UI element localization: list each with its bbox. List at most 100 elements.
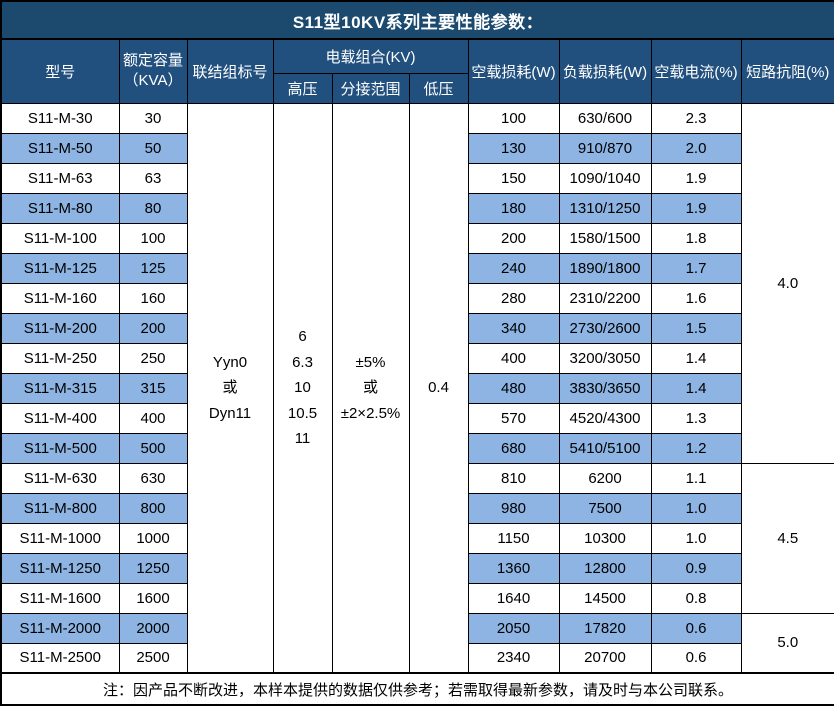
model-cell: S11-M-2000 [0, 612, 120, 644]
no-load-loss-cell: 480 [467, 372, 560, 404]
capacity-cell: 2500 [118, 642, 188, 674]
capacity-cell: 160 [118, 282, 188, 314]
no-load-current-cell: 1.1 [650, 462, 742, 494]
capacity-cell: 800 [118, 492, 188, 524]
table-row: S11-M-30 30 Yyn0 或 Dyn11 6 6.3 10 10.5 11 ±5… [0, 102, 834, 674]
connection-group-cell: Yyn0 或 Dyn11 [186, 102, 274, 674]
page-title: S11型10KV系列主要性能参数： [0, 0, 834, 40]
model-cell: S11-M-200 [0, 312, 120, 344]
load-loss-cell: 4520/4300 [558, 402, 652, 434]
model-cell: S11-M-250 [0, 342, 120, 374]
load-loss-cell: 1310/1250 [558, 192, 652, 224]
no-load-loss-cell: 240 [467, 252, 560, 284]
load-loss-cell: 630/600 [558, 102, 652, 134]
load-loss-cell: 17820 [558, 612, 652, 644]
capacity-cell: 400 [118, 402, 188, 434]
model-cell: S11-M-2500 [0, 642, 120, 674]
capacity-cell: 1600 [118, 582, 188, 614]
capacity-cell: 30 [118, 102, 188, 134]
load-loss-cell: 1890/1800 [558, 252, 652, 284]
model-cell: S11-M-63 [0, 162, 120, 194]
low-voltage-cell: 0.4 [408, 102, 469, 674]
impedance-cell: 4.0 [740, 102, 834, 464]
no-load-current-cell: 1.4 [650, 372, 742, 404]
model-cell: S11-M-400 [0, 402, 120, 434]
table-row: S11-M-1600 1600 1640 14500 0.8 [0, 582, 834, 614]
capacity-cell: 2000 [118, 612, 188, 644]
no-load-loss-cell: 2050 [467, 612, 560, 644]
model-cell: S11-M-1000 [0, 522, 120, 554]
no-load-current-cell: 0.6 [650, 612, 742, 644]
load-loss-cell: 5410/5100 [558, 432, 652, 464]
capacity-cell: 500 [118, 432, 188, 464]
load-loss-cell: 1090/1040 [558, 162, 652, 194]
table-row: S11-M-200 200 340 2730/2600 1.5 [0, 312, 834, 344]
table-row: S11-M-125 125 240 1890/1800 1.7 [0, 252, 834, 284]
table-row: S11-M-400 400 570 4520/4300 1.3 [0, 402, 834, 434]
model-cell: S11-M-315 [0, 372, 120, 404]
model-cell: S11-M-50 [0, 132, 120, 164]
model-cell: S11-M-630 [0, 462, 120, 494]
table-row: S11-M-160 160 280 2310/2200 1.6 [0, 282, 834, 314]
capacity-cell: 125 [118, 252, 188, 284]
capacity-cell: 315 [118, 372, 188, 404]
capacity-cell: 1250 [118, 552, 188, 584]
table-row: S11-M-50 50 130 910/870 2.0 [0, 132, 834, 164]
load-loss-cell: 20700 [558, 642, 652, 674]
capacity-cell: 250 [118, 342, 188, 374]
no-load-current-cell: 1.8 [650, 222, 742, 254]
no-load-loss-cell: 340 [467, 312, 560, 344]
model-cell: S11-M-125 [0, 252, 120, 284]
no-load-loss-cell: 1640 [467, 582, 560, 614]
capacity-cell: 630 [118, 462, 188, 494]
col-header-no-load-current: 空载电流(%) [650, 38, 742, 104]
table-row: S11-M-80 80 180 1310/1250 1.9 [0, 192, 834, 224]
tap-range-cell: ±5% 或 ±2×2.5% [331, 102, 410, 674]
no-load-current-cell: 1.6 [650, 282, 742, 314]
col-header-impedance: 短路抗阻(%) [740, 38, 834, 104]
no-load-current-cell: 1.3 [650, 402, 742, 434]
col-header-capacity: 额定容量 （KVA） [118, 38, 188, 104]
no-load-current-cell: 2.0 [650, 132, 742, 164]
load-loss-cell: 12800 [558, 552, 652, 584]
table-row: S11-M-100 100 200 1580/1500 1.8 [0, 222, 834, 254]
header-row-sub: 高压 分接范围 低压 [1, 72, 834, 104]
no-load-current-cell: 0.6 [650, 642, 742, 674]
load-loss-cell: 10300 [558, 522, 652, 554]
table-row: S11-M-1250 1250 1360 12800 0.9 [0, 552, 834, 584]
title-row: S11型10KV系列主要性能参数： [0, 0, 834, 40]
no-load-current-cell: 1.0 [650, 492, 742, 524]
load-loss-cell: 2310/2200 [558, 282, 652, 314]
no-load-current-cell: 1.0 [650, 522, 742, 554]
no-load-loss-cell: 2340 [467, 642, 560, 674]
table-row: S11-M-630 630 810 6200 1.1 4.5 [0, 462, 834, 614]
capacity-cell: 80 [118, 192, 188, 224]
col-header-load-loss: 负载损耗(W) [558, 38, 652, 104]
no-load-current-cell: 1.7 [650, 252, 742, 284]
load-loss-cell: 7500 [558, 492, 652, 524]
table-row: S11-M-800 800 980 7500 1.0 [0, 492, 834, 524]
footer-note: 注：因产品不断改进，本样本提供的数据仅供参考；若需取得最新参数，请及时与本公司联… [0, 672, 834, 706]
model-cell: S11-M-1250 [0, 552, 120, 584]
table-row: S11-M-2000 2000 2050 17820 0.6 5.0 [0, 612, 834, 674]
no-load-loss-cell: 1150 [467, 522, 560, 554]
no-load-loss-cell: 570 [467, 402, 560, 434]
col-header-no-load-loss: 空载损耗(W) [467, 38, 560, 104]
no-load-loss-cell: 280 [467, 282, 560, 314]
load-loss-cell: 3200/3050 [558, 342, 652, 374]
col-header-connection: 联结组标号 [186, 38, 274, 104]
high-voltage-cell: 6 6.3 10 10.5 11 [272, 102, 333, 674]
load-loss-cell: 1580/1500 [558, 222, 652, 254]
impedance-cell: 5.0 [740, 612, 834, 674]
no-load-loss-cell: 810 [467, 462, 560, 494]
no-load-loss-cell: 980 [467, 492, 560, 524]
capacity-cell: 63 [118, 162, 188, 194]
load-loss-cell: 14500 [558, 582, 652, 614]
col-header-tap-range: 分接范围 [331, 72, 410, 104]
capacity-cell: 50 [118, 132, 188, 164]
table-row: S11-M-500 500 680 5410/5100 1.2 [0, 432, 834, 464]
no-load-current-cell: 1.9 [650, 162, 742, 194]
no-load-current-cell: 1.4 [650, 342, 742, 374]
footer-row: 注：因产品不断改进，本样本提供的数据仅供参考；若需取得最新参数，请及时与本公司联… [0, 672, 834, 706]
